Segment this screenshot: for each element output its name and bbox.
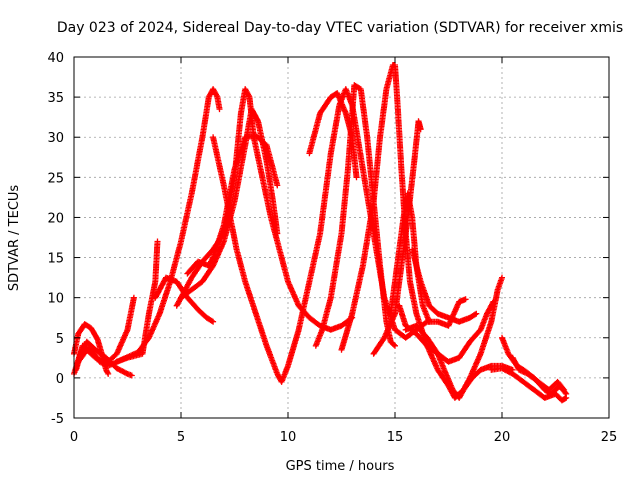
x-axis-label: GPS time / hours — [286, 459, 395, 474]
x-tick-label: 5 — [177, 430, 185, 445]
series-markers — [312, 82, 398, 349]
y-tick-label: 25 — [47, 171, 64, 186]
series-track-17 — [402, 298, 497, 365]
y-tick-label: 40 — [47, 51, 64, 66]
series-markers — [338, 62, 516, 401]
series-track-7 — [173, 86, 356, 333]
series-markers — [210, 86, 469, 385]
x-tick-label: 0 — [70, 430, 78, 445]
series-track-12 — [312, 82, 398, 349]
y-axis-label: SDTVAR / TECUs — [7, 185, 22, 292]
chart-title: Day 023 of 2024, Sidereal Day-to-day VTE… — [57, 20, 623, 36]
series-markers — [173, 86, 356, 333]
series-track-21 — [509, 354, 568, 393]
data-series — [71, 62, 570, 404]
y-tick-label: 10 — [47, 292, 64, 307]
x-tick-label: 10 — [280, 430, 297, 445]
series-track-8 — [178, 106, 281, 301]
series-markers — [509, 354, 568, 393]
series-markers — [488, 365, 570, 404]
y-tick-label: 0 — [56, 372, 64, 387]
x-tick-label: 15 — [387, 430, 404, 445]
y-tick-label: -5 — [51, 412, 64, 427]
y-tick-label: 35 — [47, 91, 64, 106]
series-track-20 — [488, 365, 570, 404]
series-markers — [409, 246, 480, 325]
y-tick-label: 20 — [47, 211, 64, 226]
series-markers — [178, 106, 281, 301]
plot-frame — [73, 56, 610, 419]
x-tick-label: 20 — [494, 430, 511, 445]
y-tick-label: 15 — [47, 252, 64, 267]
axis-ticks: 0 5 10 15 20 25 -5 0 5 10 15 20 25 30 35 40 — [47, 51, 617, 445]
series-markers — [402, 298, 497, 365]
x-tick-label: 25 — [601, 430, 618, 445]
y-tick-label: 30 — [47, 131, 64, 146]
y-tick-label: 5 — [56, 332, 64, 347]
series-track-10 — [210, 86, 469, 385]
series-track-18 — [409, 246, 480, 325]
series-track-13 — [338, 62, 516, 401]
